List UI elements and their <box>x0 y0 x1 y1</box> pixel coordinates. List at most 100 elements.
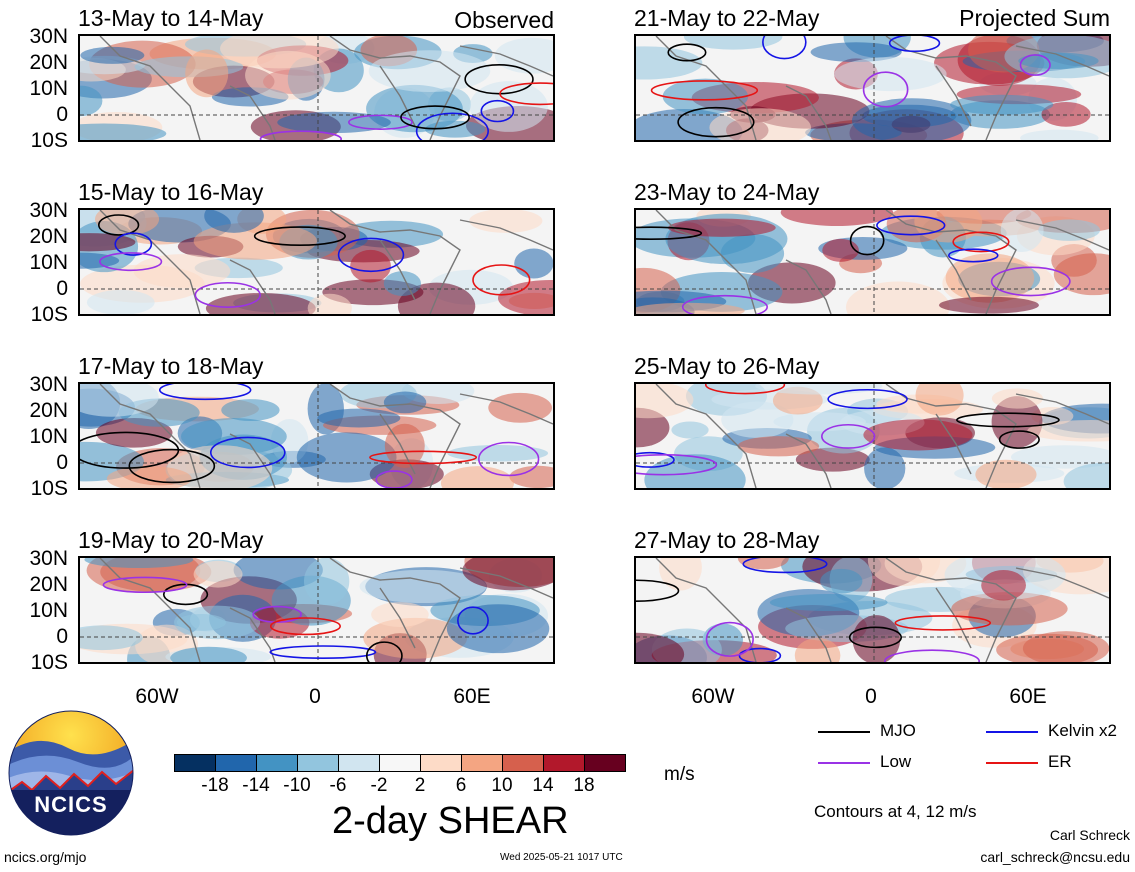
wave-contour <box>97 214 140 236</box>
lat-label: 0 <box>56 277 68 300</box>
shear-anomaly <box>317 408 401 428</box>
map-field <box>636 558 1109 662</box>
shear-anomaly <box>1000 210 1044 253</box>
timestamp: Wed 2025-05-21 1017 UTC <box>500 852 623 863</box>
legend-low: Low <box>818 752 911 772</box>
lon-label: 0 <box>309 685 321 708</box>
lat-label: 20N <box>29 51 68 74</box>
shear-map <box>634 208 1111 316</box>
map-field <box>80 384 553 488</box>
legend-low-label: Low <box>880 752 912 771</box>
lat-label: 10S <box>30 477 68 500</box>
map-field <box>80 558 553 662</box>
panel-title: 15-May to 16-May <box>78 179 264 205</box>
wave-contour <box>636 226 703 241</box>
shear-anomaly <box>220 36 339 69</box>
lat-label: 20N <box>29 399 68 422</box>
shear-anomaly <box>667 218 776 237</box>
coastline <box>655 36 1109 140</box>
wave-contour <box>365 641 403 662</box>
lat-label: 10S <box>30 651 68 674</box>
wave-contour <box>1019 54 1051 76</box>
shear-anomaly <box>350 249 391 283</box>
wave-contour <box>464 63 534 95</box>
shear-anomaly <box>204 210 264 233</box>
legend-mjo: MJO <box>818 721 916 741</box>
wave-contour <box>128 448 216 484</box>
shear-anomaly <box>193 222 317 260</box>
shear-anomaly <box>709 108 812 140</box>
shear-map <box>78 34 555 142</box>
colorbar-tick: 18 <box>573 775 595 796</box>
projected-sum-label: Projected Sum <box>959 5 1110 31</box>
wave-contour <box>269 645 377 659</box>
lat-label: 10N <box>29 425 68 448</box>
wave-contour <box>952 231 1010 253</box>
colorbar-tick: 6 <box>455 775 467 796</box>
observed-label: Observed <box>454 7 554 33</box>
wave-contour <box>876 215 946 236</box>
shear-anomaly <box>810 42 902 63</box>
shear-map <box>634 382 1111 490</box>
wave-contour <box>742 558 828 574</box>
wave-contour <box>99 252 163 272</box>
wave-contour <box>369 450 478 465</box>
panel-title: 17-May to 18-May <box>78 353 264 379</box>
shear-anomaly <box>769 593 888 612</box>
shear-anomaly <box>951 592 1068 626</box>
shear-anomaly <box>1041 101 1091 127</box>
lon-label: 60E <box>1009 685 1047 708</box>
wave-contour <box>821 423 876 449</box>
shear-anomaly <box>170 646 247 662</box>
lat-label: 30N <box>29 373 68 396</box>
colorbar-bin <box>216 755 257 771</box>
coastline <box>655 210 1109 314</box>
wave-contour <box>269 617 341 636</box>
colorbar-bin <box>298 755 339 771</box>
wave-contour <box>158 384 252 401</box>
shear-anomaly <box>795 447 870 472</box>
shear-anomaly <box>86 289 155 314</box>
coastline <box>99 558 553 662</box>
shear-anomaly <box>1063 462 1109 488</box>
wave-contour <box>636 579 680 603</box>
coastline <box>655 558 1109 662</box>
colorbar-bin <box>380 755 421 771</box>
shear-anomaly <box>820 568 863 594</box>
wave-contour <box>894 615 992 631</box>
author-name: Carl Schreck <box>1049 827 1130 843</box>
legend-kelvin-line <box>986 730 1038 733</box>
lat-label: 30N <box>29 25 68 48</box>
wave-contour <box>194 281 261 308</box>
panel-title: 19-May to 20-May <box>78 527 264 553</box>
wave-contour <box>862 71 909 108</box>
lat-label: 10N <box>29 599 68 622</box>
legend-er-label: ER <box>1048 752 1072 771</box>
shear-anomaly <box>80 123 167 140</box>
wave-contour <box>888 36 941 53</box>
shear-anomaly <box>371 602 429 627</box>
shear-anomaly <box>469 81 548 132</box>
shear-anomaly <box>1027 420 1109 442</box>
lat-label: 10N <box>29 251 68 274</box>
wave-contour <box>415 112 489 140</box>
map-field <box>80 210 553 314</box>
shear-anomaly <box>636 632 685 662</box>
wave-contour <box>499 82 553 106</box>
wave-contour <box>948 248 999 263</box>
wave-contour <box>162 583 209 606</box>
panel-title: 21-May to 22-May <box>634 5 820 31</box>
panel-title: 27-May to 28-May <box>634 527 820 553</box>
legend-mjo-label: MJO <box>880 721 916 740</box>
coastline <box>655 384 1109 488</box>
shear-anomaly <box>1018 52 1099 69</box>
colorbar-bin <box>503 755 544 771</box>
shear-anomaly <box>383 271 422 296</box>
legend-low-line <box>818 761 870 764</box>
panel-title: 25-May to 26-May <box>634 353 820 379</box>
wave-contour <box>667 43 707 62</box>
shear-anomaly <box>80 85 103 117</box>
shear-map <box>78 556 555 664</box>
wave-contour <box>884 649 980 662</box>
lon-label: 60E <box>453 685 491 708</box>
